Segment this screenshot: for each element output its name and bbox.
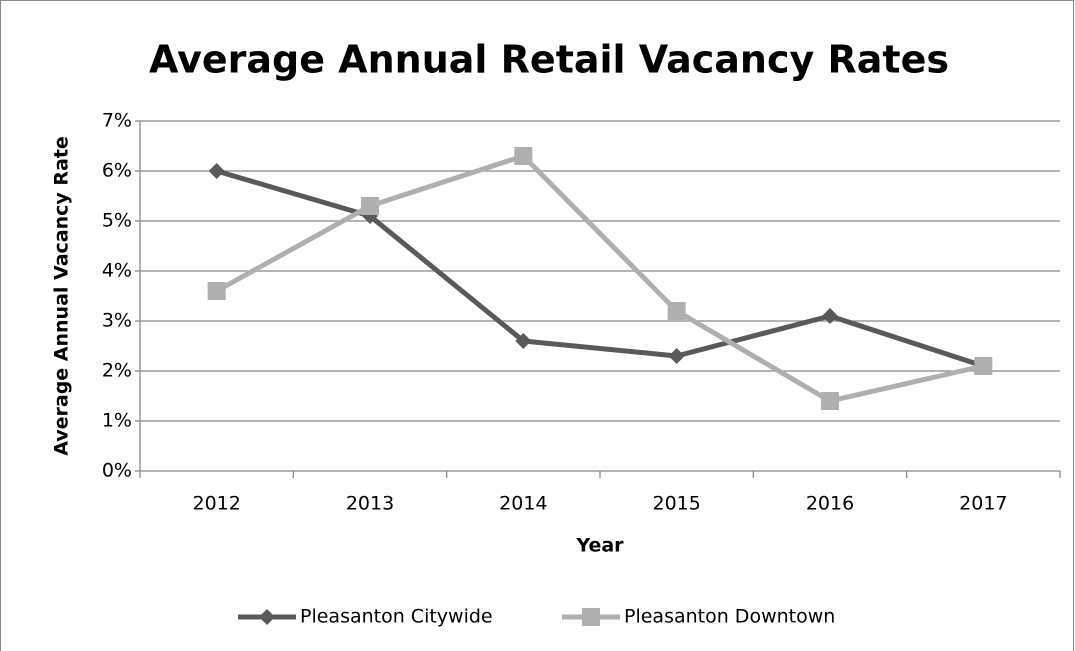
marker bbox=[974, 357, 993, 375]
x-tick-label: 2012 bbox=[192, 493, 240, 515]
marker bbox=[514, 147, 533, 165]
marker bbox=[668, 348, 685, 364]
marker bbox=[361, 197, 379, 215]
y-tick-label: 6% bbox=[102, 160, 132, 182]
y-tick-label: 5% bbox=[102, 210, 132, 232]
y-axis-label: Average Annual Vacancy Rate bbox=[51, 136, 73, 456]
y-tick-label: 3% bbox=[102, 310, 132, 332]
x-tick-label: 2017 bbox=[959, 493, 1007, 515]
x-tick-label: 2016 bbox=[806, 493, 854, 515]
y-tick-label: 0% bbox=[102, 460, 132, 482]
series-line bbox=[215, 168, 985, 369]
marker bbox=[667, 302, 686, 320]
y-tick-label: 7% bbox=[102, 110, 132, 132]
y-tick-label: 1% bbox=[102, 410, 132, 432]
legend-marker bbox=[582, 608, 600, 626]
marker bbox=[207, 282, 226, 300]
chart-title: Average Annual Retail Vacancy Rates bbox=[149, 38, 949, 82]
y-tick-label: 4% bbox=[102, 260, 132, 282]
series-line bbox=[215, 153, 984, 404]
marker bbox=[821, 392, 839, 410]
y-tick-label: 2% bbox=[102, 360, 132, 382]
legend-marker bbox=[259, 609, 275, 625]
marker bbox=[822, 308, 838, 324]
x-tick-label: 2013 bbox=[346, 493, 394, 515]
legend-label: Pleasanton Citywide bbox=[300, 606, 493, 628]
legend-label: Pleasanton Downtown bbox=[624, 606, 835, 628]
x-tick-label: 2015 bbox=[652, 493, 700, 515]
x-axis-label: Year bbox=[575, 535, 624, 557]
x-tick-label: 2014 bbox=[499, 493, 547, 515]
marker bbox=[515, 333, 532, 349]
marker bbox=[208, 163, 225, 179]
